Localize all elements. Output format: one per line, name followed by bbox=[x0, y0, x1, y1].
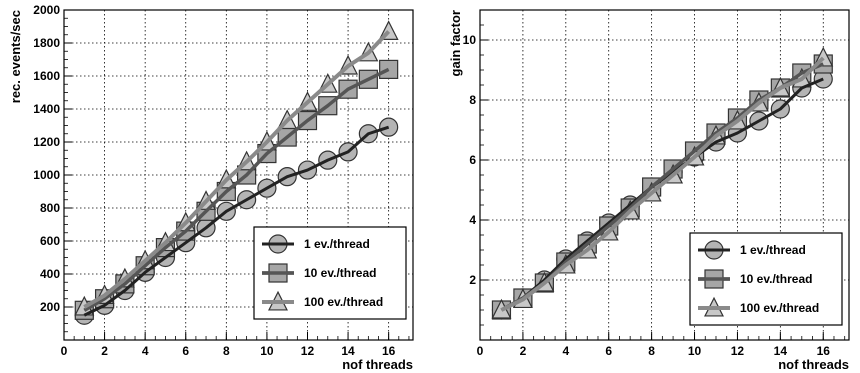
series-line-triangle bbox=[500, 56, 825, 312]
series-line-circle bbox=[83, 125, 390, 317]
data-layer bbox=[491, 46, 834, 320]
x-tick-label: 16 bbox=[817, 344, 831, 358]
legend-label: 10 ev./thread bbox=[740, 272, 812, 286]
x-tick-label: 0 bbox=[61, 344, 68, 358]
chart-1: 0 2 4 6 8 10 12 14 16 200 400 600 800 1000 1200 1400 160… bbox=[8, 3, 414, 372]
legend-label: 1 ev./thread bbox=[740, 243, 806, 257]
y-tick-label: 400 bbox=[40, 267, 60, 281]
x-axis-label: nof threads bbox=[342, 357, 413, 372]
legend-label: 100 ev./thread bbox=[740, 301, 819, 315]
y-tick-label: 200 bbox=[40, 300, 60, 314]
y-tick-label: 1400 bbox=[33, 102, 60, 116]
x-tick-label: 4 bbox=[142, 344, 149, 358]
y-axis-label: gain factor bbox=[448, 10, 463, 76]
y-tick-label: 1800 bbox=[33, 36, 60, 50]
x-tick-label: 12 bbox=[301, 344, 315, 358]
x-tick-label: 12 bbox=[731, 344, 745, 358]
y-tick-label: 1000 bbox=[33, 168, 60, 182]
legend-label: 10 ev./thread bbox=[304, 266, 376, 280]
legend: 1 ev./thread 10 ev./thread 100 ev./thread bbox=[253, 226, 407, 320]
x-axis-label: nof threads bbox=[778, 357, 849, 372]
x-tick-label: 10 bbox=[260, 344, 274, 358]
legend-label: 1 ev./thread bbox=[304, 237, 370, 251]
x-tick-label: 14 bbox=[774, 344, 788, 358]
x-tick-label: 6 bbox=[605, 344, 612, 358]
y-tick-label: 8 bbox=[469, 93, 476, 107]
y-tick-label: 1200 bbox=[33, 135, 60, 149]
x-tick-label: 10 bbox=[688, 344, 702, 358]
y-tick-label: 10 bbox=[463, 33, 477, 47]
data-layer bbox=[74, 20, 399, 325]
x-tick-label: 0 bbox=[477, 344, 484, 358]
y-tick-label: 800 bbox=[40, 201, 60, 215]
x-tick-label: 8 bbox=[223, 344, 230, 358]
legend: 1 ev./thread 10 ev./thread 100 ev./thread bbox=[689, 232, 843, 326]
x-tick-label: 8 bbox=[648, 344, 655, 358]
y-tick-label: 600 bbox=[40, 234, 60, 248]
chart-2: 0 2 4 6 8 10 12 14 16 2 4 6 8 10 nof threads gain facto… bbox=[448, 9, 850, 372]
y-axis-label: rec. events/sec bbox=[8, 10, 23, 103]
y-tick-label: 2000 bbox=[33, 3, 60, 17]
y-tick-label: 4 bbox=[469, 213, 476, 227]
y-tick-label: 2 bbox=[469, 273, 476, 287]
series-line-square bbox=[83, 67, 390, 312]
x-tick-label: 6 bbox=[182, 344, 189, 358]
x-tick-label: 14 bbox=[341, 344, 355, 358]
x-tick-label: 16 bbox=[382, 344, 396, 358]
x-tick-label: 2 bbox=[101, 344, 108, 358]
x-tick-label: 2 bbox=[520, 344, 527, 358]
data-point-circle bbox=[379, 117, 399, 137]
x-tick-label: 4 bbox=[562, 344, 569, 358]
y-tick-label: 6 bbox=[469, 153, 476, 167]
y-tick-label: 1600 bbox=[33, 69, 60, 83]
series-line-triangle bbox=[83, 30, 391, 309]
legend-label: 100 ev./thread bbox=[304, 295, 383, 309]
